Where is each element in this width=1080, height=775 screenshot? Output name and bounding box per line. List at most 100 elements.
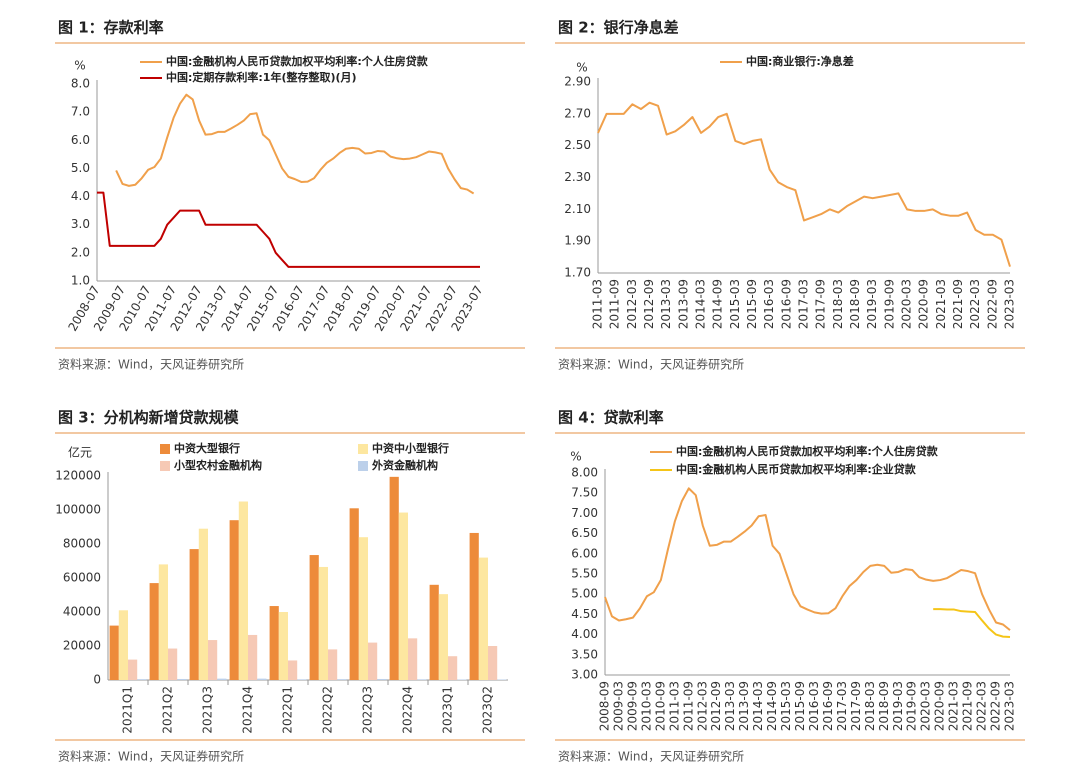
y-tick-label: 6.0 [71,133,90,147]
legend-label: 中国:金融机构人民币贷款加权平均利率:个人住房贷款 [676,444,939,458]
legend-swatch [358,461,368,471]
bar [158,564,168,680]
source: 资料来源：Wind，天风证券研究所 [58,749,244,764]
y-tick-label: 5.0 [71,161,90,175]
x-tick-label: 2023-03 [1003,279,1017,329]
x-tick-label: 2011-03 [667,681,681,731]
x-tick-label: 2022Q1 [281,686,295,734]
panel-title: 图 3：分机构新增贷款规模 [58,409,240,427]
x-tick-label: 2014-03 [694,279,708,329]
x-tick-label: 2021-09 [961,681,975,731]
bar [318,566,328,680]
legend-label: 中国:商业银行:净息差 [746,54,854,68]
x-tick-label: 2018-03 [863,681,877,731]
bar [168,648,178,680]
x-tick-label: 2009-09 [625,681,639,731]
bar [478,557,488,680]
x-tick-label: 2020-03 [900,279,914,329]
y-tick-label: 0 [93,673,101,687]
y-tick-label: 3.0 [71,217,90,231]
bar [337,679,347,680]
bar [128,659,138,680]
x-tick-label: 2016-03 [762,279,776,329]
y-tick-label: 4.0 [71,189,90,203]
source: 资料来源：Wind，天风证券研究所 [58,357,244,372]
bar [109,625,119,680]
x-tick-label: 2022-03 [968,279,982,329]
x-tick-label: 2020-09 [917,279,931,329]
bar [177,678,187,680]
bar [488,646,498,680]
x-tick-label: 2021-03 [947,681,961,731]
series-line [115,93,475,195]
x-tick-label: 2013-03 [659,279,673,329]
x-tick-label: 2014-09 [765,681,779,731]
bar [217,678,227,680]
x-tick-label: 2011-09 [608,279,622,329]
x-tick-label: 2019-09 [905,681,919,731]
x-tick-label: 2016-09 [779,279,793,329]
y-tick-label: 60000 [63,571,101,585]
x-tick-label: 2020-09 [933,681,947,731]
y-tick-label: 5.00 [571,587,598,601]
x-tick-label: 2011-09 [681,681,695,731]
x-tick-label: 2023-03 [1003,681,1017,731]
x-tick-label: 2012-09 [709,681,723,731]
bar [408,638,418,680]
x-tick-label: 2012-03 [695,681,709,731]
series-line [597,101,1011,267]
x-tick-label: 2014-09 [711,279,725,329]
x-tick-label: 2010-03 [639,681,653,731]
x-tick-label: 2012-03 [625,279,639,329]
x-tick-label: 2015-03 [779,681,793,731]
x-tick-label: 2022-03 [975,681,989,731]
x-tick-label: 2018-09 [877,681,891,731]
bar [238,501,248,680]
x-tick-label: 2022Q2 [321,686,335,734]
bar [257,678,267,680]
bar [368,642,378,680]
y-tick-label: 7.00 [571,506,598,520]
x-tick-label: 2013-09 [676,279,690,329]
x-tick-label: 2009-03 [611,681,625,731]
x-tick-label: 2015-03 [728,279,742,329]
x-tick-label: 2018-03 [831,279,845,329]
y-tick-label: 3.00 [571,668,598,682]
y-tick-label: 20000 [63,639,101,653]
bar [389,476,399,680]
bar [118,610,128,680]
x-tick-label: 2021Q2 [161,686,175,734]
series-line [933,608,1011,639]
y-tick-label: 8.00 [571,466,598,480]
bar [198,528,208,680]
bar [297,679,307,680]
x-tick-label: 2010-09 [653,681,667,731]
bar [349,508,359,680]
x-tick-label: 2014-03 [751,681,765,731]
bar [398,512,408,680]
x-tick-label: 2022-09 [989,681,1003,731]
legend-swatch [358,444,368,454]
bar [189,549,199,680]
y-tick-label: 1.90 [564,234,591,248]
bar [429,584,439,680]
x-tick-label: 2021-03 [934,279,948,329]
source: 资料来源：Wind，天风证券研究所 [558,749,744,764]
y-tick-label: 3.50 [571,647,598,661]
y-tick-label: 2.0 [71,245,90,259]
x-tick-label: 2017-09 [849,681,863,731]
y-tick-label: 8.0 [71,77,90,91]
x-tick-label: 2021Q1 [121,686,135,734]
y-tick-label: 2.50 [564,138,591,152]
x-tick-label: 2015-09 [793,681,807,731]
legend-label: 中国:金融机构人民币贷款加权平均利率:企业贷款 [676,462,917,476]
x-tick-label: 2011-03 [591,279,605,329]
x-tick-label: 2022Q4 [401,686,415,734]
y-tick-label: 2.10 [564,202,591,216]
y-unit: % [74,59,85,73]
x-tick-label: 2021-09 [951,279,965,329]
bar [448,656,458,680]
x-tick-label: 2012-09 [642,279,656,329]
bar [137,679,147,680]
bar [278,612,288,680]
